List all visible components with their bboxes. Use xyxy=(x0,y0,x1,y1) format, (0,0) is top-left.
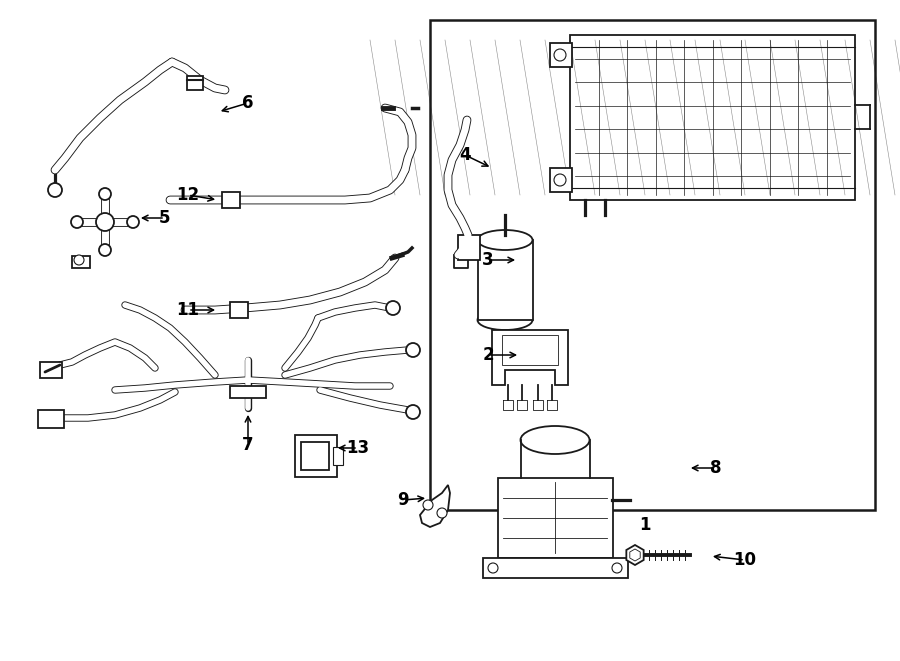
Text: 5: 5 xyxy=(159,209,171,227)
Bar xyxy=(38,410,64,428)
Polygon shape xyxy=(492,330,568,385)
Ellipse shape xyxy=(520,426,590,454)
Circle shape xyxy=(423,500,433,510)
Text: 1: 1 xyxy=(639,516,651,534)
Circle shape xyxy=(96,213,114,231)
Text: 7: 7 xyxy=(242,436,254,454)
Bar xyxy=(222,192,240,208)
Circle shape xyxy=(612,563,622,573)
Text: 4: 4 xyxy=(459,146,471,164)
Circle shape xyxy=(71,216,83,228)
Text: 11: 11 xyxy=(176,301,200,319)
Circle shape xyxy=(99,188,111,200)
Bar xyxy=(333,447,343,465)
Circle shape xyxy=(437,508,447,518)
Text: 9: 9 xyxy=(397,491,409,509)
Circle shape xyxy=(127,216,139,228)
Bar xyxy=(498,478,613,558)
Bar xyxy=(301,442,329,470)
Bar xyxy=(570,35,855,200)
Text: 8: 8 xyxy=(710,459,722,477)
Circle shape xyxy=(48,183,62,197)
Bar xyxy=(40,362,62,378)
Bar xyxy=(72,256,90,268)
Polygon shape xyxy=(626,545,644,565)
Text: 12: 12 xyxy=(176,186,200,204)
Text: 6: 6 xyxy=(242,94,254,112)
Circle shape xyxy=(406,343,420,357)
Ellipse shape xyxy=(478,310,533,330)
Polygon shape xyxy=(420,485,450,527)
Text: 2: 2 xyxy=(482,346,494,364)
Bar xyxy=(550,168,572,192)
Bar xyxy=(478,240,533,320)
Polygon shape xyxy=(630,549,640,561)
Bar xyxy=(483,558,628,578)
Ellipse shape xyxy=(478,230,533,250)
Bar xyxy=(230,302,248,318)
Circle shape xyxy=(386,301,400,315)
Bar xyxy=(295,435,337,477)
Polygon shape xyxy=(502,335,558,365)
Bar xyxy=(230,386,266,398)
Bar xyxy=(458,235,480,260)
Circle shape xyxy=(99,244,111,256)
Circle shape xyxy=(488,563,498,573)
Circle shape xyxy=(554,49,566,61)
Bar xyxy=(187,76,203,90)
Bar xyxy=(430,20,875,510)
Circle shape xyxy=(74,255,84,265)
Bar xyxy=(550,43,572,67)
Text: 3: 3 xyxy=(482,251,494,269)
Circle shape xyxy=(554,174,566,186)
Circle shape xyxy=(406,405,420,419)
Text: 13: 13 xyxy=(346,439,370,457)
Text: 10: 10 xyxy=(734,551,757,569)
